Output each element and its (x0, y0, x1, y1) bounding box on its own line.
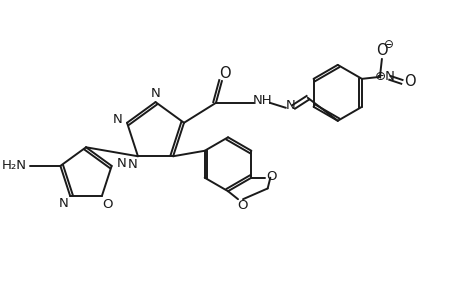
Text: NH: NH (252, 94, 272, 107)
Text: N: N (59, 197, 69, 210)
Text: N: N (116, 157, 126, 169)
Text: O: O (218, 66, 230, 81)
Text: O: O (236, 199, 247, 212)
Text: N: N (285, 99, 295, 112)
Text: N: N (151, 87, 160, 100)
Text: ⊖: ⊖ (383, 38, 393, 51)
Text: ⊕N: ⊕N (374, 70, 394, 83)
Text: O: O (375, 44, 387, 59)
Text: N: N (128, 158, 137, 171)
Text: O: O (102, 198, 112, 211)
Text: O: O (403, 74, 415, 89)
Text: H₂N: H₂N (2, 159, 27, 172)
Text: N: N (112, 112, 122, 125)
Text: O: O (265, 170, 276, 183)
